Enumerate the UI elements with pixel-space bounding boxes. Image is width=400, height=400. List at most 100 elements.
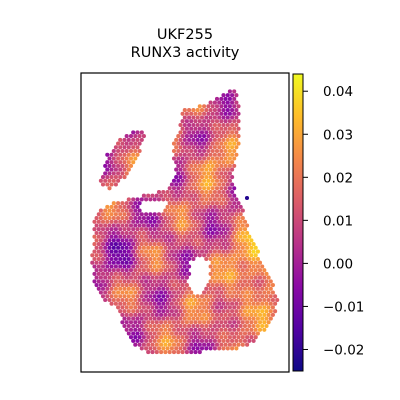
- spot: [212, 100, 217, 105]
- spot: [107, 290, 112, 295]
- spot: [118, 152, 123, 157]
- spot: [174, 331, 179, 336]
- spot: [195, 294, 200, 299]
- spot: [154, 305, 159, 310]
- spot: [126, 152, 131, 157]
- spot: [167, 253, 172, 258]
- spot: [219, 111, 224, 116]
- spot: [197, 104, 202, 109]
- spot: [118, 256, 123, 262]
- spot: [176, 223, 181, 228]
- spot: [141, 193, 146, 198]
- spot: [189, 320, 194, 325]
- spot: [199, 182, 205, 187]
- spot: [187, 182, 192, 187]
- spot: [234, 197, 239, 202]
- spot: [260, 301, 265, 306]
- spot: [174, 294, 179, 299]
- spot: [165, 301, 170, 306]
- spot: [206, 119, 211, 124]
- spot: [247, 323, 252, 329]
- spot: [96, 234, 101, 239]
- spot: [189, 335, 194, 340]
- spot: [195, 249, 200, 254]
- spot: [230, 271, 235, 276]
- spot: [180, 208, 185, 213]
- spot: [204, 286, 209, 291]
- spot: [103, 245, 108, 250]
- spot: [133, 223, 138, 228]
- spot: [199, 197, 205, 202]
- spot: [161, 286, 166, 291]
- spot: [234, 256, 239, 262]
- spot: [206, 141, 211, 146]
- spot: [245, 253, 250, 258]
- spot: [217, 145, 222, 150]
- spot: [193, 148, 198, 154]
- spot: [150, 327, 155, 332]
- spot: [242, 331, 248, 336]
- spot: [118, 234, 123, 239]
- spot: [118, 294, 123, 299]
- spot: [133, 275, 138, 280]
- spot: [96, 286, 101, 291]
- spot: [242, 286, 248, 291]
- spot: [139, 338, 144, 343]
- spot: [171, 305, 177, 310]
- spot: [135, 338, 140, 343]
- spot: [221, 234, 226, 239]
- spot: [191, 331, 196, 336]
- spot: [163, 245, 168, 250]
- spot: [90, 253, 95, 258]
- spot: [182, 204, 187, 209]
- spot: [167, 312, 172, 317]
- spot: [230, 93, 235, 98]
- spot: [234, 294, 239, 299]
- spot: [214, 253, 220, 258]
- spot: [227, 253, 232, 258]
- spot: [187, 294, 192, 299]
- spot: [141, 290, 146, 295]
- spot: [124, 171, 129, 176]
- spot: [210, 275, 215, 280]
- spot: [193, 141, 198, 146]
- spot: [174, 264, 179, 269]
- spot: [141, 275, 146, 280]
- spot: [191, 152, 196, 157]
- spot: [204, 115, 209, 120]
- spot: [126, 219, 131, 224]
- spot: [187, 346, 192, 351]
- spot: [105, 219, 110, 224]
- spot: [208, 212, 213, 217]
- spot: [146, 223, 151, 228]
- spot: [184, 275, 189, 280]
- spot: [238, 316, 243, 321]
- spot: [182, 108, 187, 113]
- spot: [137, 290, 142, 295]
- spot: [113, 152, 118, 157]
- spot: [251, 249, 256, 254]
- spot: [202, 230, 207, 236]
- spot: [236, 141, 241, 146]
- spot: [178, 309, 183, 314]
- spot: [257, 297, 263, 303]
- spot: [221, 100, 226, 105]
- spot: [163, 335, 168, 340]
- spot: [150, 260, 155, 265]
- spot: [197, 238, 202, 243]
- spot: [131, 271, 136, 276]
- spot: [169, 301, 174, 306]
- spot: [174, 242, 179, 247]
- spot: [128, 230, 134, 236]
- spot: [221, 152, 226, 157]
- spot: [131, 249, 136, 254]
- spot: [163, 208, 168, 213]
- spot: [240, 335, 245, 340]
- spot: [223, 104, 228, 109]
- spot: [176, 141, 181, 146]
- spot: [152, 323, 157, 329]
- spot: [210, 335, 215, 340]
- spot: [212, 122, 217, 128]
- spot: [139, 264, 144, 269]
